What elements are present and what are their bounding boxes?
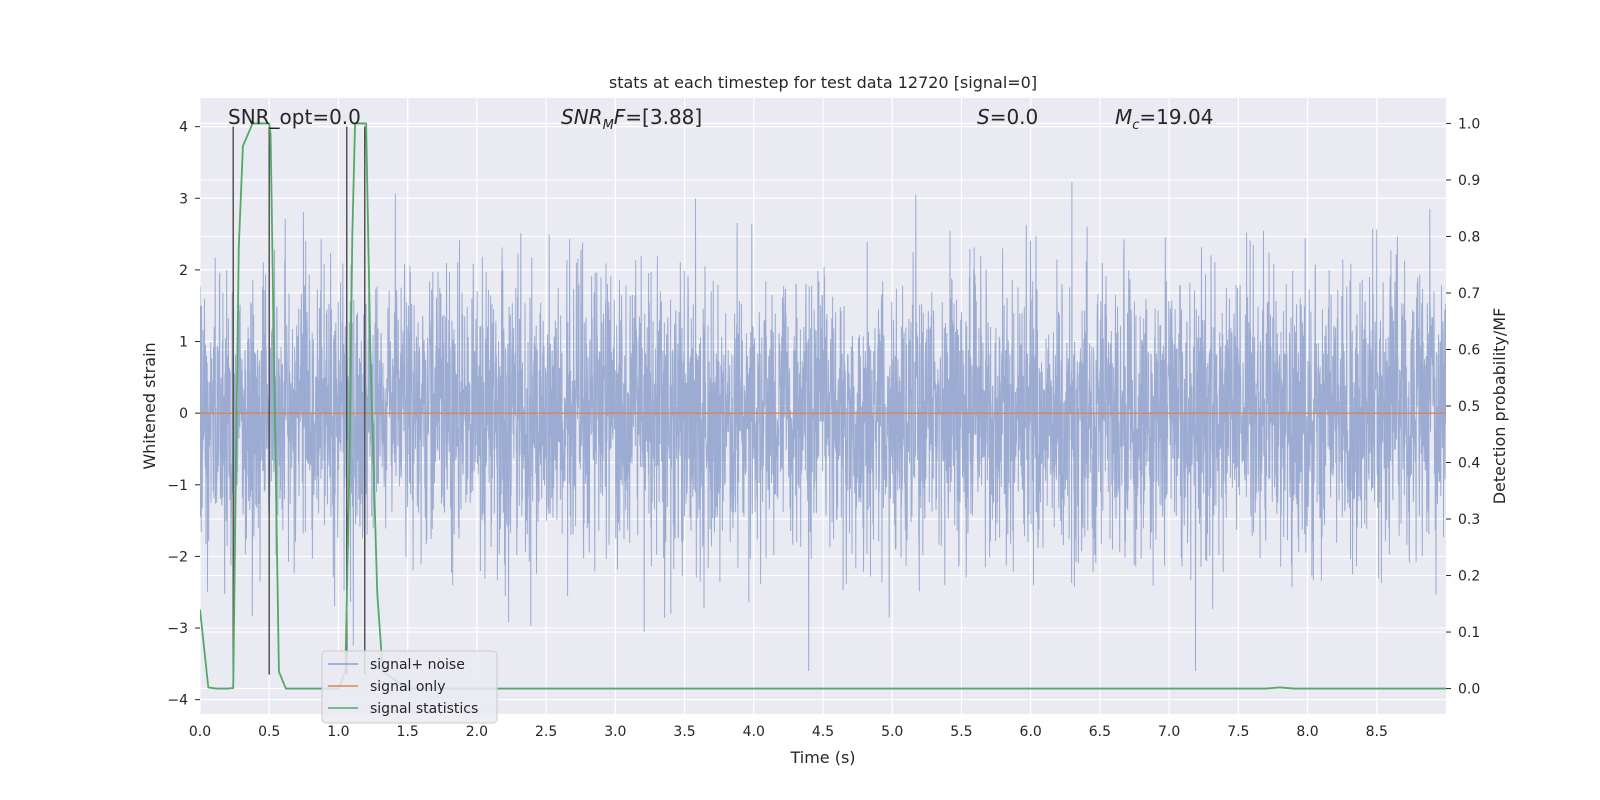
right-y-tick-label: 0.5 (1458, 399, 1480, 415)
x-tick-label: 1.0 (327, 724, 349, 740)
right-y-tick-label: 0.4 (1458, 456, 1480, 472)
left-y-axis-label: Whitened strain (140, 342, 159, 469)
legend: signal+ noise signal only signal statist… (321, 650, 498, 724)
legend-label-signal-only: signal only (370, 679, 445, 695)
signal-noise-line (200, 182, 1446, 672)
x-axis-label: Time (s) (789, 748, 855, 767)
left-y-tick-label: −1 (167, 478, 188, 494)
snr-mf-tail: F (614, 105, 626, 129)
annotation-mc: Mc=19.04 (1115, 105, 1213, 133)
left-y-tick-label: −3 (167, 621, 188, 637)
x-tick-label: 6.5 (1089, 724, 1111, 740)
left-y-tick-label: −4 (167, 693, 188, 709)
legend-box (321, 650, 498, 724)
x-tick-label: 5.0 (881, 724, 903, 740)
x-tick-label: 4.5 (812, 724, 834, 740)
right-y-tick-label: 0.6 (1458, 342, 1480, 358)
left-y-tick-label: 2 (179, 263, 188, 279)
x-tick-label: 7.0 (1158, 724, 1180, 740)
left-y-tick-label: −2 (167, 549, 188, 565)
x-tick-labels: 0.0 0.5 1.0 1.5 2.0 2.5 3.0 3.5 4.0 4.5 5.0 5.5 6.0 6… (189, 724, 1388, 740)
x-tick-label: 3.5 (673, 724, 695, 740)
left-y-tick-label: 4 (179, 120, 188, 136)
x-tick-label: 0.0 (189, 724, 211, 740)
snr-mf-value: =[3.88] (625, 105, 702, 129)
series-signal-noise (200, 182, 1446, 672)
x-tick-label: 8.5 (1366, 724, 1388, 740)
signal-statistics-line (200, 122, 1446, 690)
x-tick-label: 2.5 (535, 724, 557, 740)
right-y-tick-label: 0.3 (1458, 512, 1480, 528)
left-y-tick-labels: 4 3 2 1 0 −1 −2 −3 −4 (167, 120, 200, 709)
x-tick-label: 5.5 (950, 724, 972, 740)
x-tick-label: 1.5 (397, 724, 419, 740)
left-y-tick-label: 3 (179, 191, 188, 207)
snr-mf-subscript: M (603, 118, 614, 133)
legend-label-signal-statistics: signal statistics (370, 701, 478, 717)
mc-value: =19.04 (1139, 105, 1213, 129)
s-symbol: S (977, 105, 990, 129)
left-y-tick-label: 0 (179, 406, 188, 422)
chart-title: stats at each timestep for test data 127… (609, 73, 1037, 92)
annotation-s: S=0.0 (977, 105, 1038, 129)
x-tick-label: 3.0 (604, 724, 626, 740)
right-y-tick-label: 1.0 (1458, 116, 1480, 132)
right-y-tick-label: 0.1 (1458, 625, 1480, 641)
left-y-tick-label: 1 (179, 335, 188, 351)
mc-subscript: c (1132, 118, 1139, 133)
x-tick-label: 4.0 (743, 724, 765, 740)
snr-mf-symbol: SNR (561, 105, 603, 129)
x-tick-label: 2.0 (466, 724, 488, 740)
right-y-axis-label: Detection probability/MF (1490, 308, 1509, 505)
x-tick-label: 8.0 (1296, 724, 1318, 740)
right-y-tick-label: 0.8 (1458, 229, 1480, 245)
right-y-tick-label: 0.9 (1458, 173, 1480, 189)
right-y-tick-label: 0.7 (1458, 286, 1480, 302)
right-y-tick-label: 0.2 (1458, 569, 1480, 585)
right-y-tick-label: 0.0 (1458, 682, 1480, 698)
series-signal-statistics (200, 122, 1446, 690)
mc-symbol: M (1115, 105, 1132, 129)
right-y-tick-labels: 1.0 0.9 0.8 0.7 0.6 0.5 0.4 0.3 0.2 0.1 0.0 (1446, 116, 1480, 698)
annotation-snr-mf: SNRMF=[3.88] (561, 105, 702, 133)
x-tick-label: 6.0 (1020, 724, 1042, 740)
x-tick-label: 7.5 (1227, 724, 1249, 740)
s-value: =0.0 (990, 105, 1039, 129)
annotation-snr-opt: SNR_opt=0.0 (228, 105, 361, 129)
legend-label-signal-noise: signal+ noise (370, 657, 465, 673)
x-tick-label: 0.5 (258, 724, 280, 740)
